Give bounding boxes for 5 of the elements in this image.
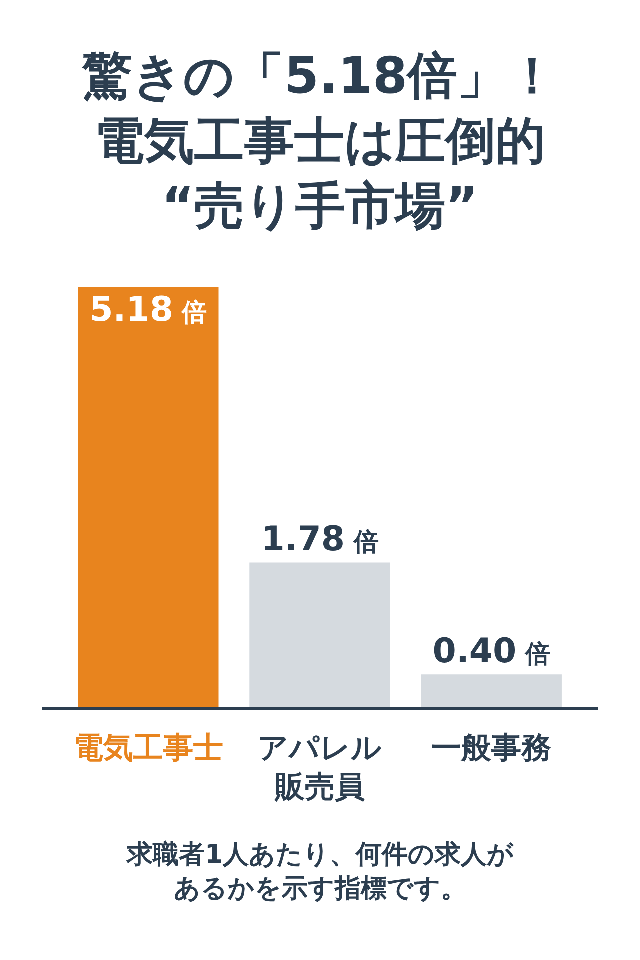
- x-tick-label: アパレル販売員: [258, 731, 382, 805]
- x-tick-label: 電気工事士: [73, 731, 224, 766]
- x-tick-label: 一般事務: [432, 731, 552, 766]
- chart-title: 驚きの「5.18倍」！電気工事士は圧倒的“売り手市場”: [81, 47, 558, 235]
- text: 求職者1人あたり、何件の求人があるかを示す指標です。: [126, 840, 516, 904]
